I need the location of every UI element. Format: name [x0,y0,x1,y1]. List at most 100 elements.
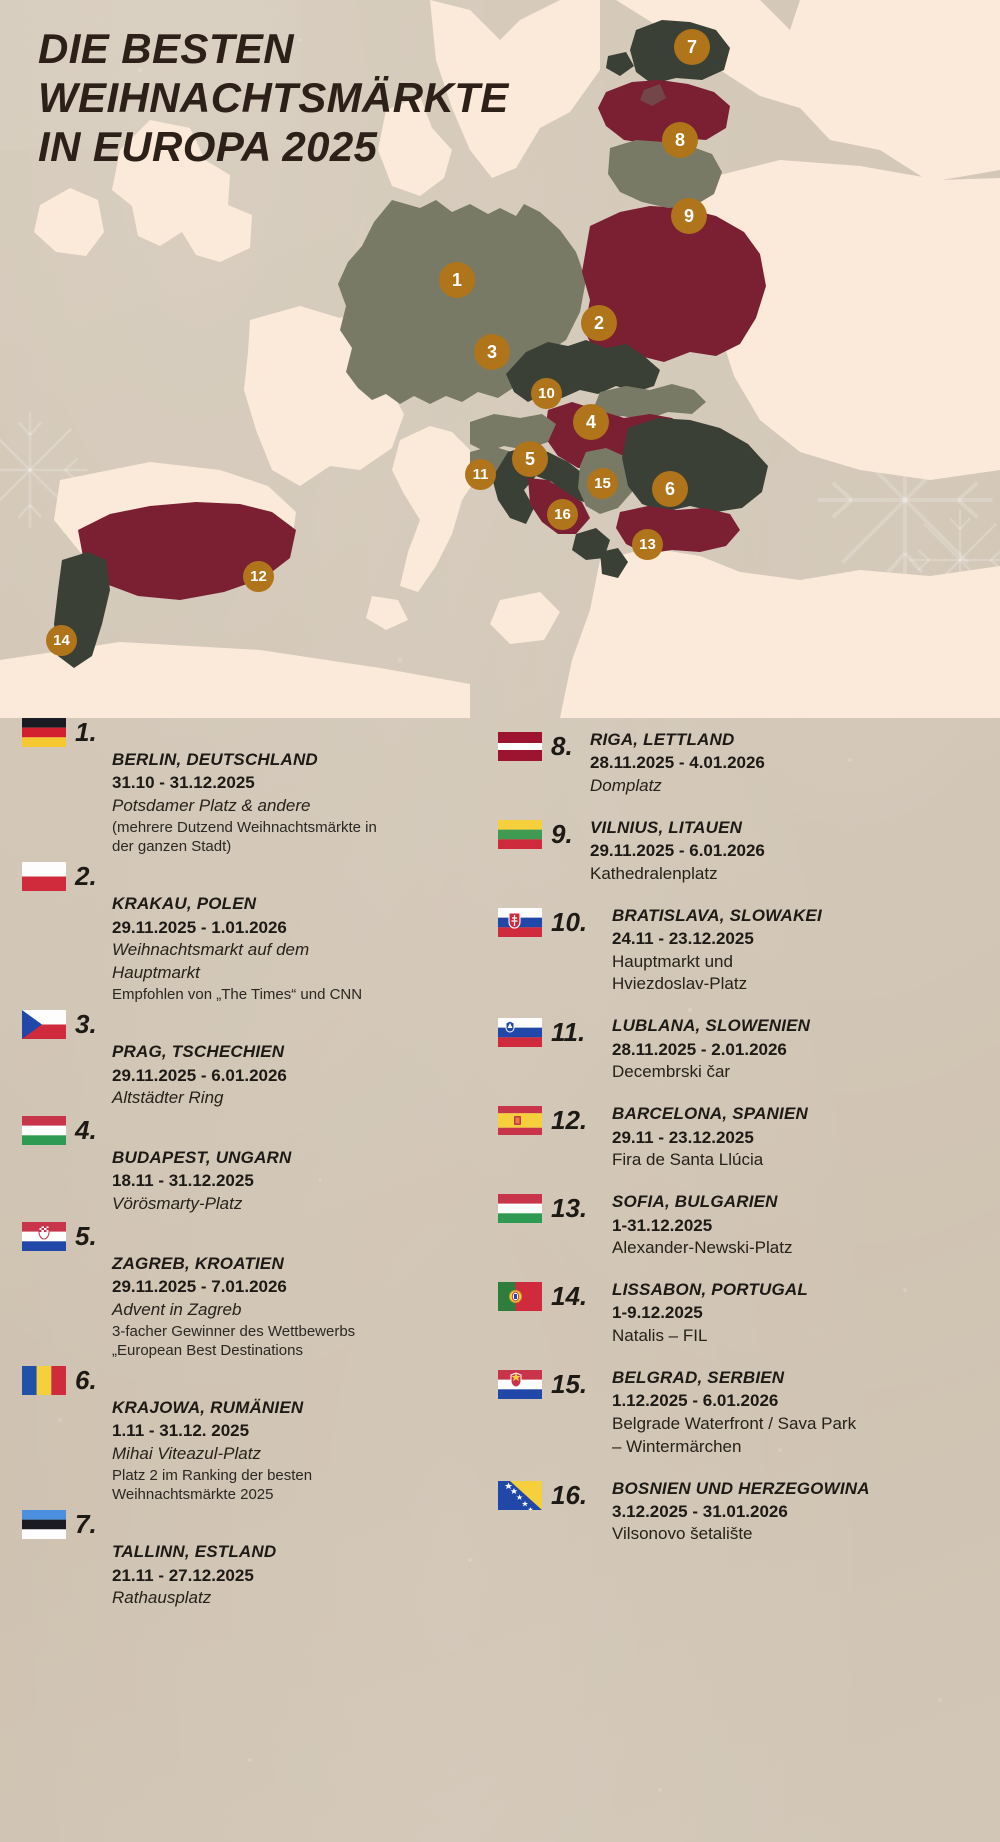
rank-number: 1. [75,717,97,747]
map-marker-11[interactable]: 11 [465,459,496,490]
venue-name: Vörösmarty-Platz [112,1193,243,1213]
date-range: 1-31.12.2025 [612,1215,713,1235]
city-country: BUDAPEST, UNGARN [112,1147,292,1167]
flag-bosnia-icon [498,1480,542,1510]
page-title: DIE BESTEN WEIHNACHTSMÄRKTE IN EUROPA 20… [38,24,658,171]
entry-note: Empfohlen von „The Times“ und CNN [112,985,363,1003]
rank-number: 10. [551,906,588,937]
list-item[interactable]: 3. PRAG, TSCHECHIEN 29.11.2025 - 6.01.2026… [22,1010,442,1110]
venue-name: Alexander-Newski-Platz [612,1237,793,1257]
list-item[interactable]: 8. RIGA, LETTLAND 28.11.2025 - 4.01.2026 Do… [498,729,918,798]
date-range: 29.11.2025 - 1.01.2026 [112,917,287,937]
entry-note: Platz 2 im Ranking der besten [112,1466,313,1484]
rank-number: 13. [551,1193,588,1224]
entry-body: VILNIUS, LITAUEN 29.11.2025 - 6.01.2026 Ka… [590,817,918,886]
map-marker-16[interactable]: 16 [547,499,578,530]
entry-body: BUDAPEST, UNGARN 18.11 - 31.12.2025 Vörösm… [112,1147,442,1216]
list-item[interactable]: 9. VILNIUS, LITAUEN 29.11.2025 - 6.01.2026… [498,817,918,886]
date-range: 29.11.2025 - 6.01.2026 [590,841,765,861]
date-range: 29.11 - 23.12.2025 [612,1127,754,1147]
date-range: 1.11 - 31.12. 2025 [112,1421,250,1441]
flag-slovakia-icon [498,907,542,937]
city-country: BOSNIEN UND HERZEGOWINA [612,1478,870,1498]
city-country: RIGA, LETTLAND [590,730,735,749]
list-item[interactable]: 15. BELGRAD, SERBIEN 1.12.2025 - 6.01.2026… [498,1367,918,1459]
list-column-right: 8. RIGA, LETTLAND 28.11.2025 - 4.01.2026 Do… [498,729,918,1568]
rank-number: 3. [75,1009,97,1040]
flag-slovenia-icon [498,1018,542,1048]
city-country: BERLIN, DEUTSCHLAND [112,750,318,769]
map-marker-2[interactable]: 2 [581,305,617,341]
list-item[interactable]: 14. LISSABON, PORTUGAL 1-9.12.2025 Natalis … [498,1279,918,1348]
list-item[interactable]: 16. BOSNIEN UND HERZEGOWINA 3.12.2025 - 31… [498,1478,918,1547]
city-country: BARCELONA, SPANIEN [612,1104,808,1124]
entry-body: BERLIN, DEUTSCHLAND 31.10 - 31.12.2025 Pot… [112,749,442,856]
venue-name: Hauptmarkt [112,963,200,983]
flag-hungary-icon [22,1115,66,1145]
entry-note: (mehrere Dutzend Weihnachtsmärkte in [112,818,377,836]
flag-lithuania-icon [498,819,542,849]
list-item[interactable]: 10. BRATISLAVA, SLOWAKEI 24.11 - 23.12.202… [498,905,918,997]
entry-body: RIGA, LETTLAND 28.11.2025 - 4.01.2026 Domp… [590,729,918,798]
venue-name: Fira de Santa Llúcia [612,1150,764,1170]
list-item[interactable]: 5. ZAGREB, KROATIEN 29.11.2025 - 7.01.2026… [22,1220,442,1360]
city-country: KRAJOWA, RUMÄNIEN [112,1398,304,1418]
map-marker-14[interactable]: 14 [46,625,77,656]
list-item[interactable]: 7. TALLINN, ESTLAND 21.11 - 27.12.2025 Rath… [22,1510,442,1610]
map-marker-8[interactable]: 8 [662,122,698,158]
flag-portugal-icon [498,1281,542,1311]
list-item[interactable]: 1. BERLIN, DEUTSCHLAND 31.10 - 31.12.2025 P… [22,718,442,856]
map-accent-shape [640,84,666,106]
list-item[interactable]: 11. LUBLANA, SLOWENIEN 28.11.2025 - 2.01.2… [498,1016,918,1084]
entry-body: BARCELONA, SPANIEN 29.11 - 23.12.2025 Fira… [612,1103,918,1172]
country-slovakia [592,384,706,422]
rank-number: 16. [551,1479,588,1510]
rank-number: 14. [551,1280,588,1311]
map-marker-1[interactable]: 1 [439,262,475,298]
city-country: BELGRAD, SERBIEN [612,1367,785,1387]
flag-bulgaria-icon [498,1194,542,1224]
flag-poland-icon [22,862,66,892]
rank-number: 5. [75,1220,97,1251]
country-latvia [598,80,730,144]
date-range: 29.11.2025 - 6.01.2026 [112,1065,287,1085]
city-country: BRATISLAVA, SLOWAKEI [612,905,822,925]
date-range: 31.10 - 31.12.2025 [112,773,255,793]
rank-number: 15. [551,1368,588,1399]
venue-name: Weihnachtsmarkt auf dem [112,940,310,960]
list-item[interactable]: 13. SOFIA, BULGARIEN 1-31.12.2025 Alexander… [498,1192,918,1260]
country-albania [600,548,628,578]
map-marker-4[interactable]: 4 [573,404,609,440]
flag-germany-icon [22,718,66,747]
entry-note: Weihnachtsmärkte 2025 [112,1486,274,1504]
title-line-2: WEIHNACHTSMÄRKTE [38,74,509,122]
list-item[interactable]: 12. BARCELONA, SPANIEN 29.11 - 23.12.2025 F… [498,1103,918,1172]
venue-name: Decembrski čar [612,1062,731,1082]
venue-name: Hviezdoslav-Platz [612,974,748,994]
list-item[interactable]: 6. KRAJOWA, RUMÄNIEN 1.11 - 31.12. 2025 Mih… [22,1366,442,1504]
rank-number: 12. [551,1105,588,1136]
city-country: SOFIA, BULGARIEN [612,1192,778,1212]
city-country: LISSABON, PORTUGAL [612,1279,808,1299]
map-marker-7[interactable]: 7 [674,29,710,65]
map-marker-6[interactable]: 6 [652,471,688,507]
map-marker-9[interactable]: 9 [671,198,707,234]
map-marker-10[interactable]: 10 [531,378,562,409]
map-marker-12[interactable]: 12 [243,561,274,592]
date-range: 28.11.2025 - 2.01.2026 [612,1039,787,1059]
flag-serbia-icon [498,1369,542,1399]
list-item[interactable]: 4. BUDAPEST, UNGARN 18.11 - 31.12.2025 Vörö… [22,1115,442,1216]
venue-name: Domplatz [590,775,662,795]
map-marker-15[interactable]: 15 [587,468,618,499]
entry-body: PRAG, TSCHECHIEN 29.11.2025 - 6.01.2026 Al… [112,1041,442,1110]
map-marker-3[interactable]: 3 [474,334,510,370]
venue-name: Mihai Viteazul-Platz [112,1443,261,1463]
entry-body: TALLINN, ESTLAND 21.11 - 27.12.2025 Rathau… [112,1541,442,1610]
map-marker-13[interactable]: 13 [632,529,663,560]
venue-name: Vilsonovo šetalište [612,1524,753,1544]
map-marker-5[interactable]: 5 [512,441,548,477]
entry-body: BRATISLAVA, SLOWAKEI 24.11 - 23.12.2025 Ha… [612,905,918,997]
entry-note: „European Best Destinations [112,1341,303,1359]
list-item[interactable]: 2. KRAKAU, POLEN 29.11.2025 - 1.01.2026 Wei… [22,862,442,1004]
